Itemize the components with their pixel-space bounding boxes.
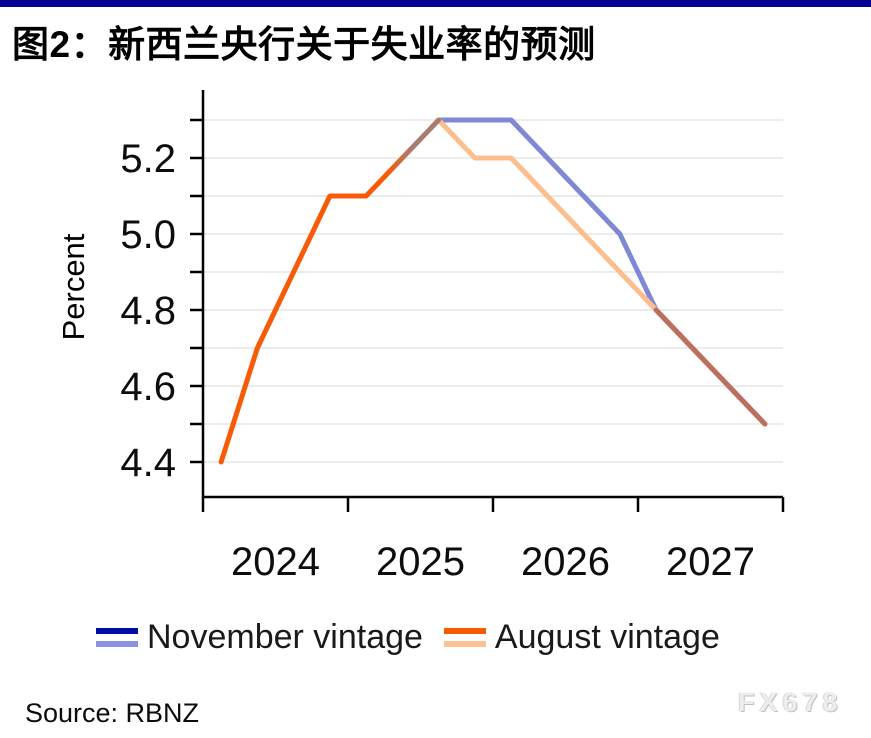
y-tick-label: 4.4 bbox=[120, 441, 176, 485]
y-tick-label: 4.6 bbox=[120, 365, 176, 409]
y-tick-label: 4.8 bbox=[120, 289, 176, 333]
legend-item-november: November vintage bbox=[96, 617, 423, 657]
y-tick-label: 5.0 bbox=[120, 213, 176, 257]
legend-label-november: November vintage bbox=[147, 618, 423, 656]
legend-label-august: August vintage bbox=[494, 618, 720, 656]
axes bbox=[201, 90, 783, 499]
chart-legend: November vintage August vintage bbox=[96, 617, 720, 657]
merged-forecast-tail-line bbox=[653, 307, 768, 427]
november-line-swatch-icon bbox=[96, 627, 138, 647]
x-year-label: 2024 bbox=[231, 540, 320, 584]
august-line-swatch-icon bbox=[443, 627, 486, 647]
legend-item-august: August vintage bbox=[443, 617, 720, 657]
x-year-label: 2026 bbox=[521, 540, 610, 584]
top-accent-bar bbox=[0, 0, 871, 7]
figure-title: 图2：新西兰央行关于失业率的预测 bbox=[12, 24, 596, 65]
history-line bbox=[218, 117, 442, 465]
x-year-label: 2025 bbox=[376, 540, 465, 584]
y-axis-title: Percent bbox=[56, 233, 91, 340]
watermark: FX678 bbox=[738, 687, 843, 717]
x-year-label: 2027 bbox=[666, 540, 755, 584]
y-tick-label: 5.2 bbox=[120, 137, 176, 181]
source-note: Source: RBNZ bbox=[25, 698, 200, 728]
